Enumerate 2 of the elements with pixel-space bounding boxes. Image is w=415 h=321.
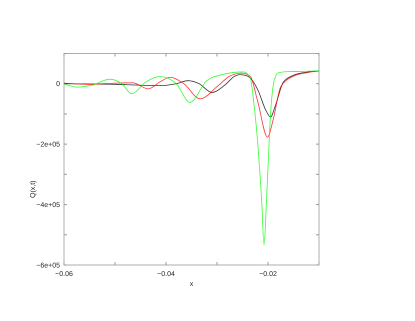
line-series [64, 70, 320, 138]
line-series [64, 70, 320, 246]
